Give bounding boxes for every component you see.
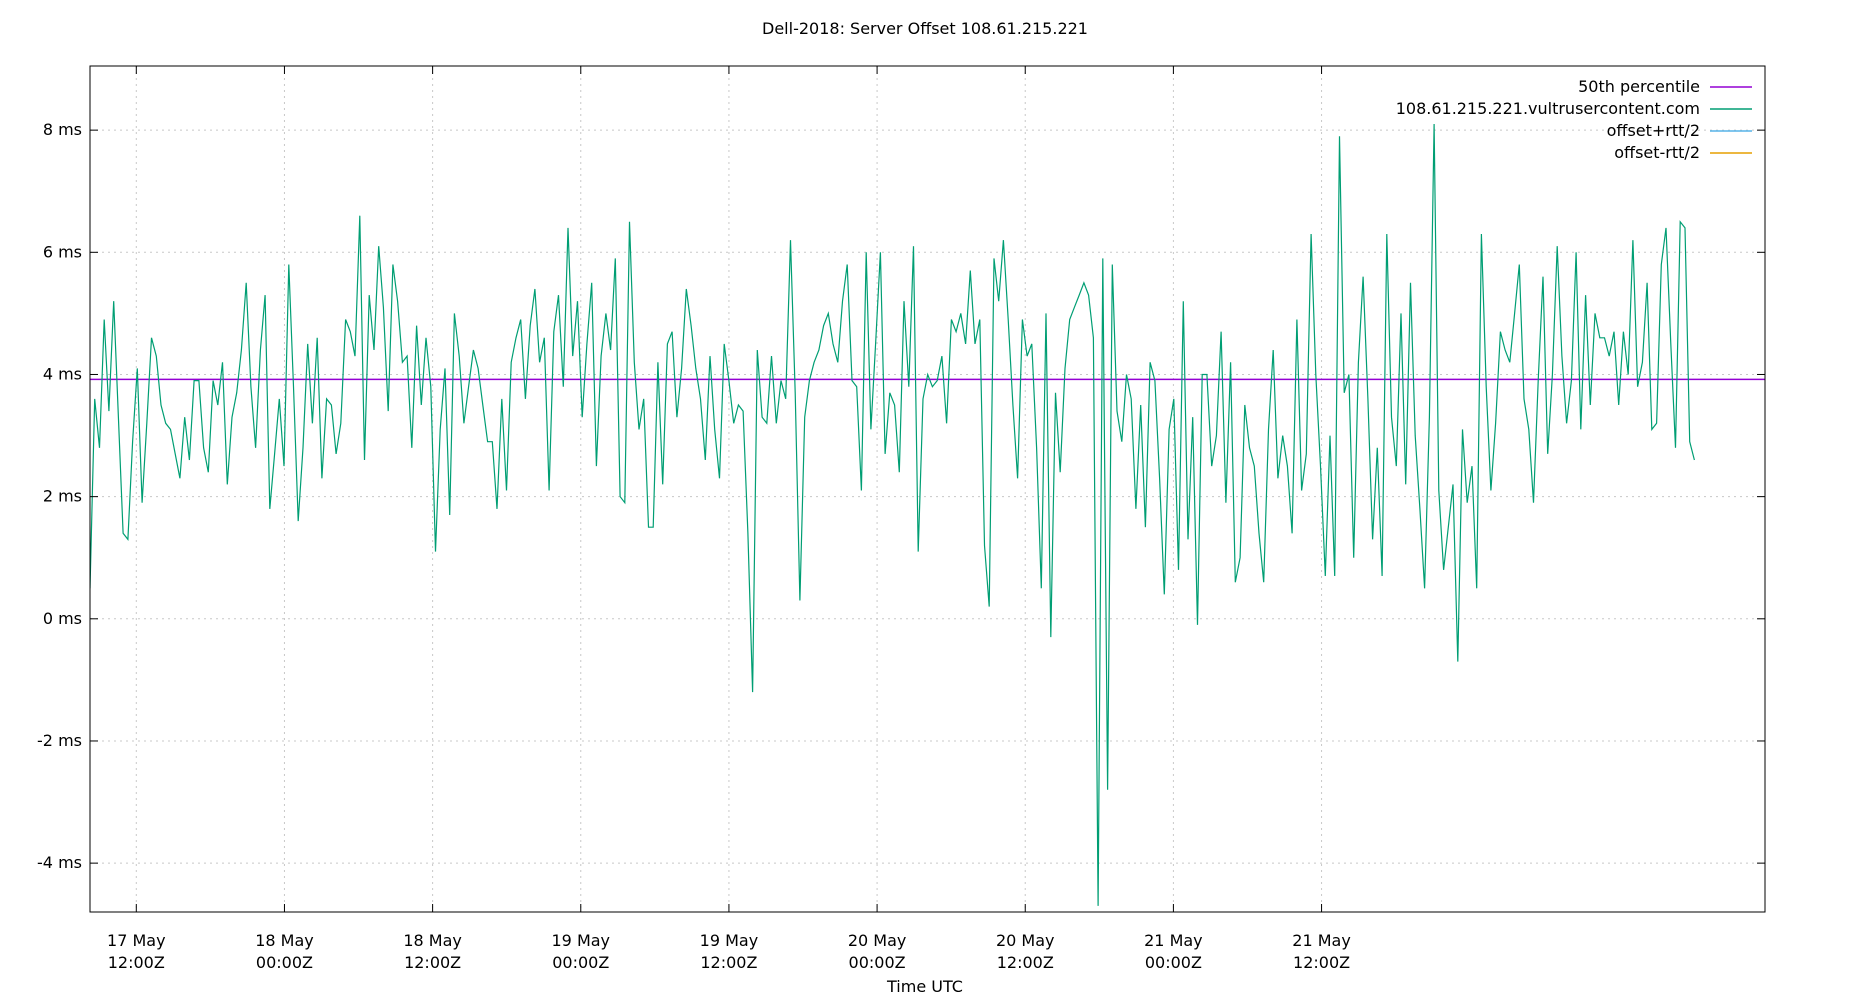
legend-label: offset-rtt/2 (1614, 143, 1700, 162)
x-tick-date-label: 19 May (552, 931, 611, 950)
x-tick-time-label: 00:00Z (552, 953, 609, 972)
y-tick-label: 4 ms (43, 364, 82, 383)
x-tick-date-label: 19 May (700, 931, 759, 950)
x-tick-time-label: 12:00Z (404, 953, 461, 972)
y-tick-label: 6 ms (43, 242, 82, 261)
x-tick-date-label: 20 May (848, 931, 907, 950)
x-tick-time-label: 12:00Z (1293, 953, 1350, 972)
x-tick-date-label: 21 May (1144, 931, 1203, 950)
x-tick-time-label: 12:00Z (108, 953, 165, 972)
legend: 50th percentile 108.61.215.221.vultruserc… (1396, 77, 1752, 162)
y-tick-label: 2 ms (43, 487, 82, 506)
x-tick-time-label: 00:00Z (849, 953, 906, 972)
y-tick-label: 8 ms (43, 120, 82, 139)
x-tick-date-label: 18 May (255, 931, 314, 950)
legend-label: 108.61.215.221.vultrusercontent.com (1396, 99, 1700, 118)
chart-title: Dell-2018: Server Offset 108.61.215.221 (762, 19, 1088, 38)
plot-frame (89, 65, 1766, 913)
legend-label: 50th percentile (1578, 77, 1700, 96)
x-tick-time-label: 00:00Z (1145, 953, 1202, 972)
x-axis-label: Time UTC (886, 977, 963, 996)
x-tick-date-label: 17 May (107, 931, 166, 950)
y-tick-label: -4 ms (37, 853, 82, 872)
plot-area (90, 123, 1765, 906)
axis-ticks: -4 ms -2 ms 0 ms 2 ms 4 ms 6 ms 8 ms 17 May 12:0… (37, 66, 1765, 972)
y-tick-label: -2 ms (37, 731, 82, 750)
x-tick-time-label: 00:00Z (256, 953, 313, 972)
x-tick-time-label: 12:00Z (997, 953, 1054, 972)
y-tick-label: 0 ms (43, 609, 82, 628)
x-tick-time-label: 12:00Z (700, 953, 757, 972)
x-tick-date-label: 18 May (403, 931, 462, 950)
legend-label: offset+rtt/2 (1607, 121, 1700, 140)
x-tick-date-label: 20 May (996, 931, 1055, 950)
x-tick-date-label: 21 May (1292, 931, 1351, 950)
series-line-vultrusercontent (90, 123, 1695, 906)
